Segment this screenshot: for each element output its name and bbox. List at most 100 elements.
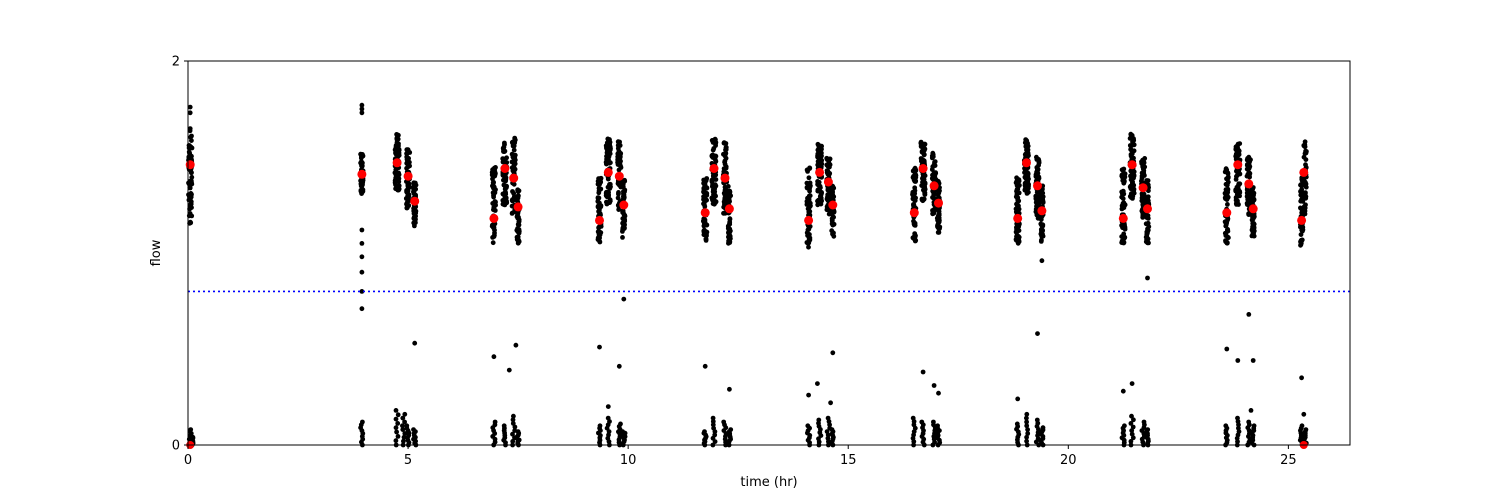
outlier-point-33 [1145,275,1150,281]
raw-point-29-59 [1122,224,1128,230]
raw-point-2-61 [394,135,400,141]
raw-point-16-37 [726,197,732,203]
raw-point-26-69 [1024,172,1030,177]
raw-point-10-45 [604,201,610,207]
mean-point-11 [614,171,624,181]
raw-point-3-56 [404,160,410,166]
raw-point-34-64 [1236,202,1241,207]
raw-point-31-48 [1139,170,1145,176]
raw-point-17-13 [806,175,812,181]
raw-point-0-53 [188,178,194,184]
mean-point-24 [934,198,943,208]
raw-point-6-69 [501,173,507,179]
x-axis-ticks: 0 5 10 15 20 25 [184,445,1297,468]
mean-point-25 [1013,213,1023,223]
raw-point-27-53 [1034,174,1040,180]
mean-point-34 [1233,160,1243,170]
low-point-25-8 [931,419,936,425]
raw-point-8-41 [516,227,522,232]
raw-point-12-49 [620,220,625,226]
raw-point-5-29 [491,207,496,213]
low-point-14-8 [620,429,625,434]
raw-point-7-4 [511,147,517,153]
low-point-4-4 [400,427,406,432]
raw-point-34-63 [1237,190,1242,196]
raw-point-32-48 [1145,213,1150,219]
raw-point-15-20 [723,165,729,171]
raw-point-32-44 [1144,239,1149,245]
raw-point-1-38 [358,151,363,157]
outlier-point-10 [359,306,365,312]
raw-point-13-54 [702,192,708,198]
outlier-point-35 [1235,358,1241,363]
raw-point-7-54 [509,203,515,209]
outlier-point-32 [1129,381,1135,386]
raw-point-0-62 [187,197,193,203]
raw-point-2-68 [393,151,399,157]
raw-point-15-45 [722,158,728,164]
low-point-5-8 [404,423,410,429]
raw-point-11-47 [618,163,623,169]
raw-point-6-62 [502,140,507,146]
raw-point-30-67 [1129,175,1134,180]
low-point-11-8 [597,423,603,429]
low-point-39-8 [1299,423,1305,429]
mean-point-33 [1222,208,1232,218]
raw-point-13-50 [701,197,706,203]
outlier-point-2 [359,102,365,108]
raw-point-0-47 [187,126,193,131]
low-point-9-7 [510,417,516,423]
raw-point-33-51 [1226,235,1231,241]
low-point-15-8 [702,429,707,434]
mean-point-16 [724,204,734,214]
mean-point-17 [804,215,814,225]
mean-point-1 [357,169,367,179]
low-point-4-5 [400,423,405,429]
low-point-4-7 [400,415,406,421]
raw-point-4-40 [411,214,417,220]
low-point-6-8 [411,427,416,432]
raw-point-21-48 [910,235,916,241]
raw-point-7-58 [511,164,516,170]
raw-point-20-44 [829,191,835,197]
raw-point-0-59 [189,145,195,151]
raw-point-22-50 [922,173,928,179]
low-point-22-8 [829,427,835,432]
outlier-point-16 [605,404,611,409]
raw-point-17-50 [807,188,812,194]
low-point-32-8 [1129,413,1134,419]
raw-point-1-25 [358,181,364,187]
raw-point-26-55 [1026,181,1031,187]
raw-point-8-37 [516,230,522,236]
low-point-27-8 [1014,421,1020,427]
y-tick-label-1: 2 [172,55,180,70]
raw-point-34-58 [1237,141,1243,147]
raw-point-15-58 [721,190,727,196]
raw-point-25-46 [1014,234,1019,240]
raw-point-13-51 [702,183,708,188]
raw-point-35-44 [1245,157,1251,163]
raw-point-35-54 [1246,212,1252,218]
mean-point-21 [909,208,919,218]
raw-point-10-69 [605,191,611,197]
low-point-29-8 [1034,417,1040,423]
low-point-2-8 [360,419,365,425]
x-axis-label: time (hr) [740,475,797,490]
raw-point-19-44 [827,164,832,170]
raw-point-29-44 [1119,240,1125,246]
raw-point-28-41 [1039,237,1044,243]
raw-point-36-49 [1251,233,1257,239]
raw-point-16-10 [725,184,731,189]
raw-point-34-69 [1233,151,1239,157]
raw-point-21-46 [912,231,918,237]
raw-point-19-46 [825,168,831,174]
low-point-4-6 [402,419,407,425]
low-point-24-8 [919,419,925,425]
raw-point-3-21 [404,202,410,208]
raw-point-29-58 [1120,188,1126,194]
y-axis-label: flow [149,239,164,266]
raw-point-12-48 [620,227,626,233]
raw-point-18-62 [815,188,821,194]
raw-point-34-62 [1235,186,1241,192]
low-point-7-8 [492,419,498,425]
